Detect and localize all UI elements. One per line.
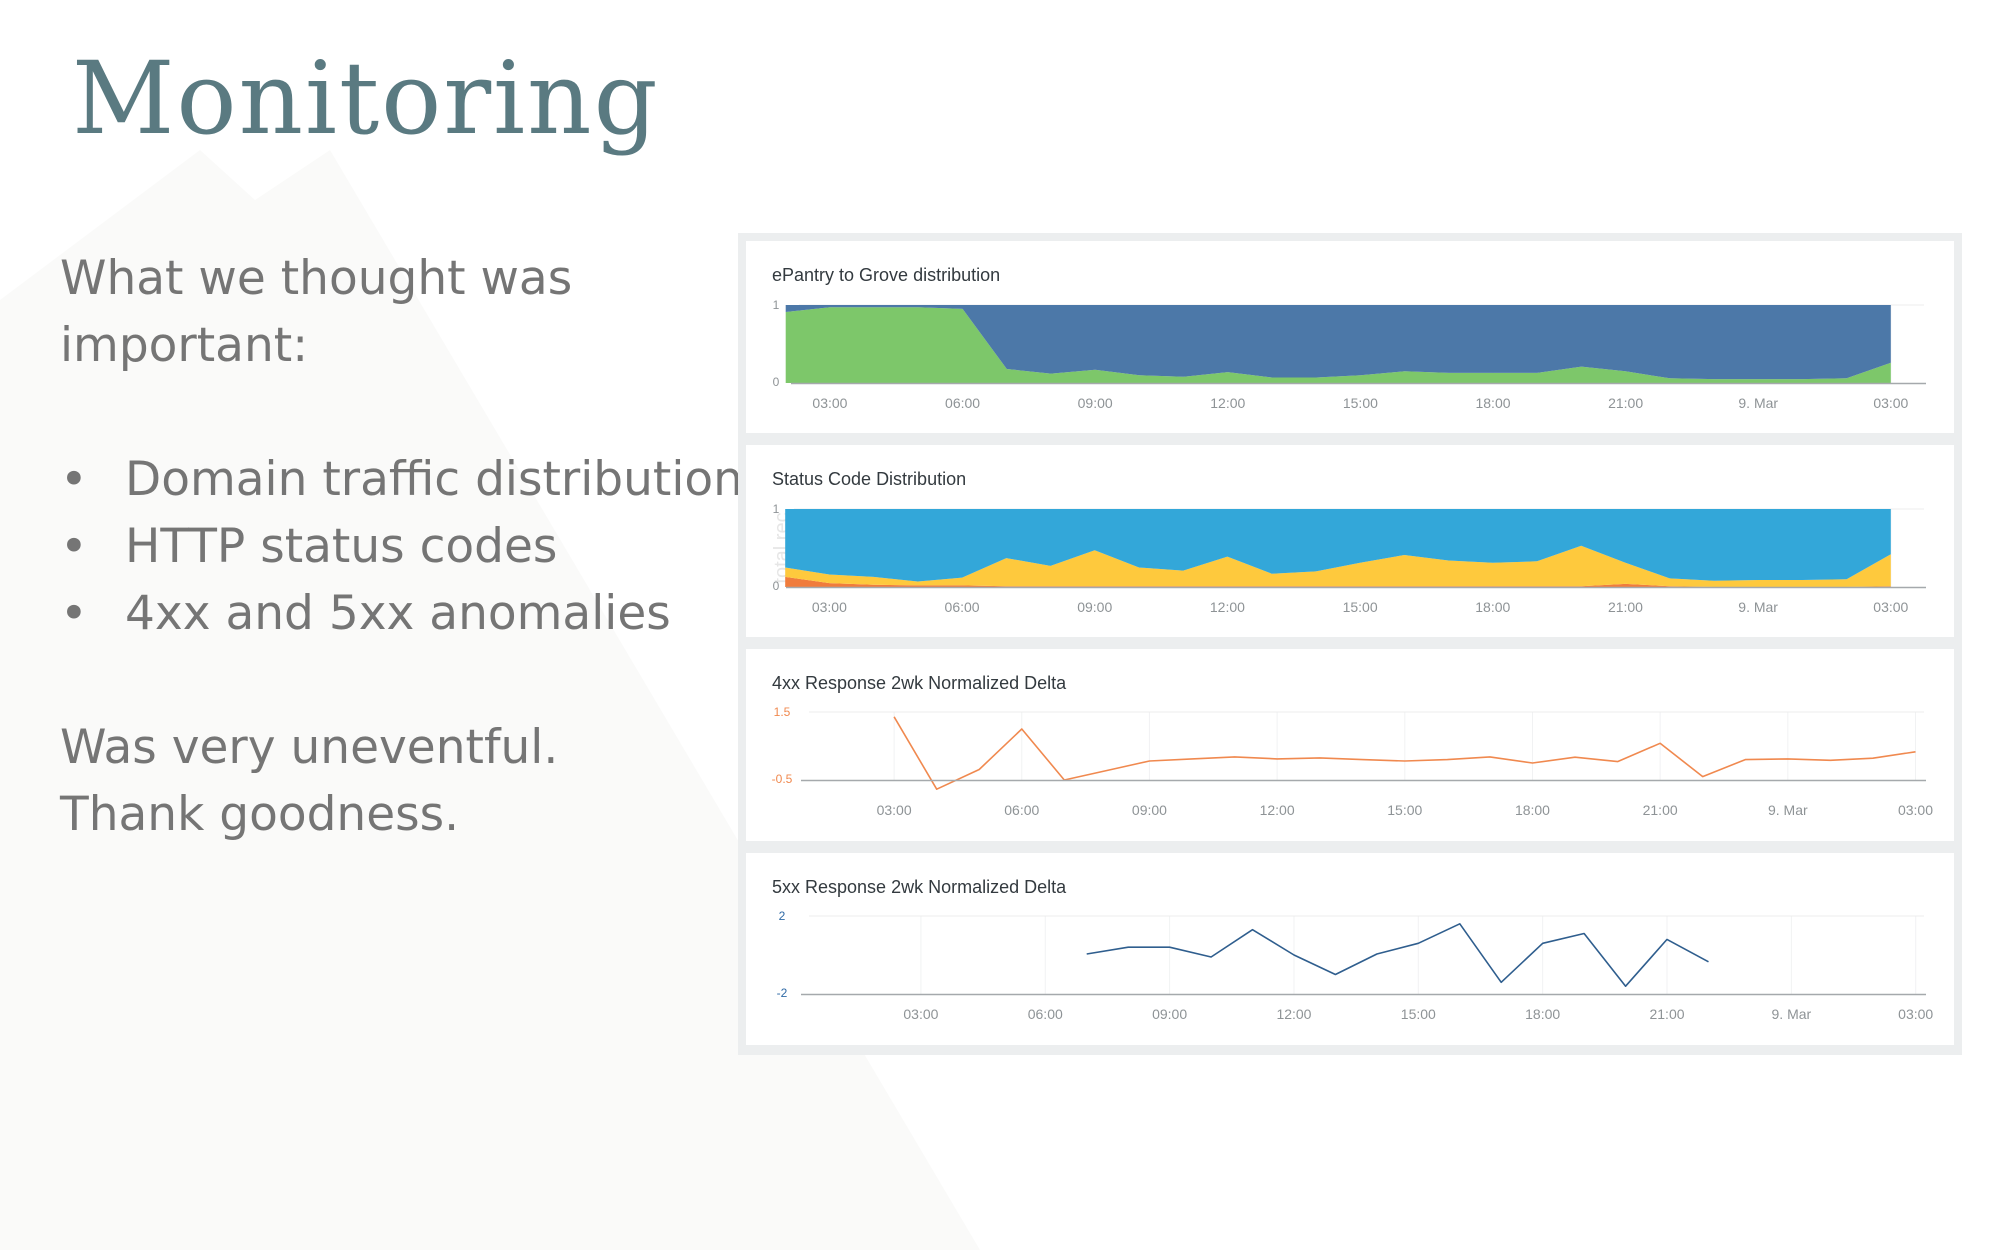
x-tick-label: 12:00: [1210, 599, 1245, 615]
bullet-item: • 4xx and 5xx anomalies: [60, 580, 740, 647]
intro-line-2: important:: [60, 318, 309, 373]
y-tick-label: 2: [779, 909, 786, 923]
4xx-delta-chart: 1.5 -0.5 03:00 06:00 09:00 12:00 15:00 18:00 21:…: [772, 705, 1934, 818]
x-tick-label: 09:00: [1132, 802, 1167, 818]
x-tick-label: 06:00: [1004, 802, 1039, 818]
bullet-text: 4xx and 5xx anomalies: [125, 586, 671, 641]
chart-panel-5xx-delta: 5xx Response 2wk Normalized Delta 2 -2 03:…: [746, 853, 1954, 1045]
x-tick-label: 03:00: [1873, 395, 1908, 411]
y-tick-label: 0: [773, 579, 780, 593]
y-tick-label: 0: [773, 375, 780, 389]
x-tick-label: 03:00: [812, 395, 847, 411]
bullet-dot-icon: •: [60, 586, 88, 641]
intro-line-1: What we thought was: [60, 251, 573, 306]
x-tick-label: 03:00: [1898, 802, 1933, 818]
chart-title: 5xx Response 2wk Normalized Delta: [772, 877, 1067, 897]
slide-title: Monitoring: [72, 40, 660, 157]
slide-body: What we thought was important: • Domain …: [60, 245, 743, 848]
x-tick-label: 9. Mar: [1738, 599, 1778, 615]
x-tick-label: 09:00: [1152, 1006, 1187, 1022]
bullet-text: HTTP status codes: [125, 519, 558, 574]
x-tick-label: 12:00: [1260, 802, 1295, 818]
x-tick-label: 18:00: [1525, 1006, 1560, 1022]
chart-panel-domain-distribution: ePantry to Grove distribution 1 0 03:00 06:…: [746, 241, 1954, 433]
chart-title: Status Code Distribution: [772, 469, 967, 489]
x-tick-label: 12:00: [1210, 395, 1245, 411]
x-tick-label: 06:00: [945, 395, 980, 411]
chart-panel-status-codes: Status Code Distribution total rec 1 0 03:0…: [746, 445, 1954, 637]
outro-line-1: Was very uneventful.: [60, 720, 559, 775]
x-tick-label: 15:00: [1343, 599, 1378, 615]
x-tick-label: 15:00: [1387, 802, 1422, 818]
x-tick-label: 03:00: [1898, 1006, 1933, 1022]
x-tick-label: 21:00: [1643, 802, 1678, 818]
area-series: [785, 509, 1891, 582]
bullet-item: • HTTP status codes: [60, 513, 740, 580]
x-tick-label: 03:00: [903, 1006, 938, 1022]
x-tick-label: 9. Mar: [1738, 395, 1778, 411]
line-series: [1086, 923, 1709, 987]
bullet-item: • Domain traffic distribution: [60, 446, 743, 513]
area-series: [785, 307, 1891, 383]
outro-line-2: Thank goodness.: [60, 787, 460, 842]
y-tick-label: 1: [773, 298, 780, 312]
y-tick-label: 1.5: [774, 705, 791, 719]
x-tick-label: 21:00: [1608, 395, 1643, 411]
y-tick-label: 1: [773, 502, 780, 516]
y-tick-label: -2: [777, 986, 788, 1000]
domain-distribution-chart: 1 0 03:00 06:00 09:00 12:00 15:00 18:00 21:00 9. …: [773, 298, 1926, 411]
x-tick-label: 21:00: [1649, 1006, 1684, 1022]
area-series: [785, 305, 1891, 380]
chart-title: ePantry to Grove distribution: [772, 265, 1001, 285]
x-tick-label: 9. Mar: [1772, 1006, 1812, 1022]
chart-title: 4xx Response 2wk Normalized Delta: [772, 673, 1067, 693]
area-series: [785, 576, 1891, 587]
y-tick-label: -0.5: [772, 772, 793, 786]
x-tick-label: 9. Mar: [1768, 802, 1808, 818]
x-tick-label: 21:00: [1608, 599, 1643, 615]
x-tick-label: 03:00: [1873, 599, 1908, 615]
x-tick-label: 15:00: [1401, 1006, 1436, 1022]
x-tick-label: 15:00: [1343, 395, 1378, 411]
x-tick-label: 06:00: [945, 599, 980, 615]
5xx-delta-chart: 2 -2 03:00 06:00 09:00 12:00 15:00 18:00 21:00 9.…: [777, 909, 1934, 1022]
bullet-text: Domain traffic distribution: [125, 452, 743, 507]
x-tick-label: 18:00: [1515, 802, 1550, 818]
x-tick-label: 12:00: [1276, 1006, 1311, 1022]
x-tick-label: 03:00: [877, 802, 912, 818]
x-tick-label: 18:00: [1475, 395, 1510, 411]
x-tick-label: 06:00: [1028, 1006, 1063, 1022]
x-tick-label: 09:00: [1077, 599, 1112, 615]
bullet-dot-icon: •: [60, 519, 88, 574]
bullet-list: • Domain traffic distribution • HTTP sta…: [60, 446, 743, 647]
bullet-dot-icon: •: [60, 452, 88, 507]
x-tick-label: 09:00: [1078, 395, 1113, 411]
chart-panel-4xx-delta: 4xx Response 2wk Normalized Delta 1.5 -0.…: [746, 649, 1954, 841]
area-series: [785, 545, 1891, 587]
x-tick-label: 18:00: [1475, 599, 1510, 615]
x-tick-label: 03:00: [812, 599, 847, 615]
